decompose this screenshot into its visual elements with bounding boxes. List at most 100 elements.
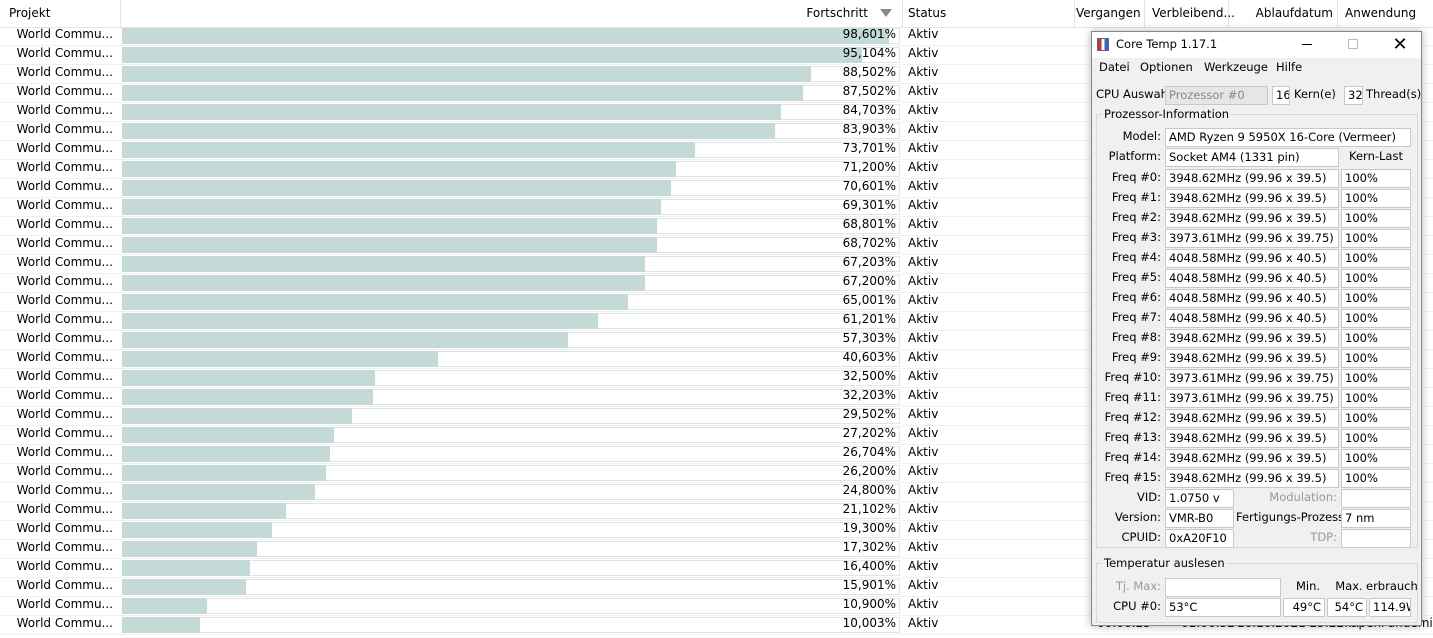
column-header[interactable]: Vergangen — [1076, 6, 1141, 20]
project-cell[interactable]: World Commu... — [16, 426, 113, 440]
column-header[interactable]: Projekt — [9, 6, 51, 20]
project-cell[interactable]: World Commu... — [16, 483, 113, 497]
status-cell: Aktiv — [908, 160, 939, 174]
row-separator — [0, 159, 1433, 160]
project-cell[interactable]: World Commu... — [16, 293, 113, 307]
project-cell[interactable]: World Commu... — [16, 312, 113, 326]
progress-label: 32,500% — [842, 369, 896, 383]
row-separator — [0, 444, 1433, 445]
status-cell: Aktiv — [908, 445, 939, 459]
progress-bar — [122, 484, 315, 500]
project-cell[interactable]: World Commu... — [16, 179, 113, 193]
field-label: Freq #11: — [1104, 390, 1161, 404]
project-cell[interactable]: World Commu... — [16, 559, 113, 573]
field-label: Freq #5: — [1111, 270, 1161, 284]
project-cell[interactable]: World Commu... — [16, 331, 113, 345]
load-value: 100% — [1341, 309, 1411, 328]
project-cell[interactable]: World Commu... — [16, 236, 113, 250]
project-cell[interactable]: World Commu... — [16, 464, 113, 478]
column-header[interactable]: Verbleibend... — [1152, 6, 1235, 20]
project-cell[interactable]: World Commu... — [16, 84, 113, 98]
field-value: 3948.62MHz (99.96 x 39.5) — [1165, 469, 1339, 488]
column-header[interactable]: Anwendung — [1345, 6, 1417, 20]
project-cell[interactable]: World Commu... — [16, 122, 113, 136]
progress-bar — [122, 237, 657, 253]
load-value: 100% — [1341, 449, 1411, 468]
project-cell[interactable]: World Commu... — [16, 27, 113, 41]
menu-item[interactable]: Werkzeuge — [1204, 60, 1268, 74]
status-cell: Aktiv — [908, 464, 939, 478]
project-cell[interactable]: World Commu... — [16, 198, 113, 212]
progress-label: 27,202% — [842, 426, 896, 440]
field-label: Freq #3: — [1111, 230, 1161, 244]
cores-value: 16 — [1272, 86, 1290, 105]
progress-bar — [122, 294, 628, 310]
temp-value: 53°C — [1165, 598, 1281, 617]
project-cell[interactable]: World Commu... — [16, 540, 113, 554]
load-value: 100% — [1341, 289, 1411, 308]
project-cell[interactable]: World Commu... — [16, 274, 113, 288]
project-cell[interactable]: World Commu... — [16, 502, 113, 516]
close-button[interactable]: ✕ — [1392, 34, 1408, 55]
row-separator — [0, 254, 1433, 255]
project-cell[interactable]: World Commu... — [16, 521, 113, 535]
progress-label: 10,900% — [842, 597, 896, 611]
field-value: 3973.61MHz (99.96 x 39.75) — [1165, 229, 1339, 248]
field-label: CPU #0: — [1113, 599, 1161, 613]
status-cell: Aktiv — [908, 103, 939, 117]
progress-bar — [122, 541, 257, 557]
maximize-button[interactable] — [1348, 39, 1358, 49]
progress-label: 21,102% — [842, 502, 896, 516]
row-separator — [0, 520, 1433, 521]
row-separator — [0, 558, 1433, 559]
project-cell[interactable]: World Commu... — [16, 597, 113, 611]
project-cell[interactable]: World Commu... — [16, 388, 113, 402]
project-cell[interactable]: World Commu... — [16, 616, 113, 630]
column-header[interactable]: Fortschritt — [806, 6, 868, 20]
project-cell[interactable]: World Commu... — [16, 160, 113, 174]
progress-bar — [122, 560, 250, 576]
project-cell[interactable]: World Commu... — [16, 578, 113, 592]
project-cell[interactable]: World Commu... — [16, 103, 113, 117]
load-header: Kern-Last — [1349, 149, 1403, 163]
table-header — [0, 0, 1433, 28]
project-cell[interactable]: World Commu... — [16, 369, 113, 383]
project-cell[interactable]: World Commu... — [16, 217, 113, 231]
project-cell[interactable]: World Commu... — [16, 46, 113, 60]
project-cell[interactable]: World Commu... — [16, 255, 113, 269]
project-cell[interactable]: World Commu... — [16, 65, 113, 79]
project-cell[interactable]: World Commu... — [16, 407, 113, 421]
status-cell: Aktiv — [908, 578, 939, 592]
progress-label: 29,502% — [842, 407, 896, 421]
status-cell: Aktiv — [908, 65, 939, 79]
field-label: Model: — [1122, 129, 1161, 143]
progress-bar — [122, 275, 645, 291]
threads-value: 32 — [1344, 86, 1363, 105]
column-separator — [120, 0, 121, 27]
project-cell[interactable]: World Commu... — [16, 350, 113, 364]
load-value: 100% — [1341, 429, 1411, 448]
menu-item[interactable]: Datei — [1099, 60, 1130, 74]
field-value: 1.0750 v — [1165, 489, 1234, 508]
row-separator — [0, 634, 1433, 635]
load-value: 100% — [1341, 209, 1411, 228]
field-label: Freq #7: — [1111, 310, 1161, 324]
column-header[interactable]: Ablaufdatum — [1255, 6, 1333, 20]
menu-item[interactable]: Hilfe — [1276, 60, 1303, 74]
minimize-button[interactable] — [1302, 44, 1312, 45]
progress-bar — [122, 256, 645, 272]
processor-select[interactable]: Prozessor #0 — [1165, 86, 1268, 105]
field-label: Freq #10: — [1104, 370, 1161, 384]
project-cell[interactable]: World Commu... — [16, 141, 113, 155]
progress-label: 68,801% — [842, 217, 896, 231]
progress-label: 15,901% — [842, 578, 896, 592]
progress-label: 65,001% — [842, 293, 896, 307]
project-cell[interactable]: World Commu... — [16, 445, 113, 459]
field-label: Freq #1: — [1111, 190, 1161, 204]
row-separator — [0, 425, 1433, 426]
menu-item[interactable]: Optionen — [1140, 60, 1193, 74]
info-group — [1096, 114, 1418, 548]
column-header[interactable]: Status — [908, 6, 947, 20]
row-separator — [0, 216, 1433, 217]
progress-label: 88,502% — [842, 65, 896, 79]
